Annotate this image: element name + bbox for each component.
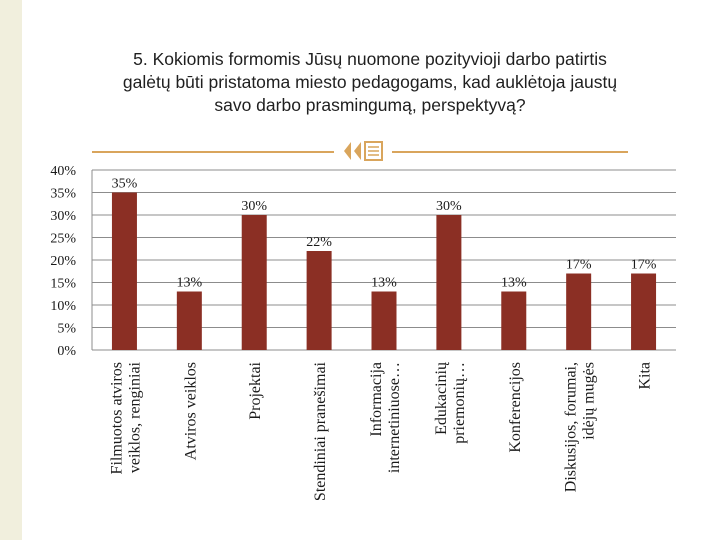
bar <box>111 192 137 350</box>
data-label: 17% <box>566 258 592 273</box>
x-category-label: Stendiniai pranešimai <box>312 361 329 501</box>
y-tick-label: 15% <box>50 277 76 292</box>
question-line-2: galėtų būti pristatoma miesto pedagogams… <box>122 72 618 92</box>
y-tick-label: 0% <box>57 344 76 359</box>
y-tick-label: 40% <box>50 164 76 179</box>
bar <box>241 215 267 350</box>
x-category-label: Kita <box>637 362 654 390</box>
decorative-ornament-icon <box>344 141 383 161</box>
bar <box>566 273 592 350</box>
y-tick-label: 35% <box>50 187 76 202</box>
question-line-1: 5. Kokiomis formomis Jūsų nuomone pozity… <box>133 49 607 69</box>
bar <box>436 215 462 350</box>
x-category-label: Atviros veiklos <box>182 362 199 460</box>
y-tick-label: 25% <box>50 232 76 247</box>
data-label: 35% <box>112 177 138 192</box>
title-divider-left <box>92 151 334 153</box>
x-category-label: Projektai <box>247 361 264 419</box>
x-category-label: Diskusijos, forumai,idėjų mugės <box>563 362 598 492</box>
data-label: 17% <box>631 258 657 273</box>
data-label: 13% <box>176 276 202 291</box>
x-category-label: Filmuotos atvirosveiklos, renginiai <box>108 361 143 474</box>
data-label: 13% <box>371 276 397 291</box>
bar <box>501 291 527 350</box>
data-label: 30% <box>436 199 462 214</box>
bar <box>176 291 202 350</box>
slide-accent-strip <box>0 0 22 540</box>
category-labels: Filmuotos atvirosveiklos, renginiai Atvir… <box>108 361 653 501</box>
bars <box>111 192 657 350</box>
y-tick-label: 10% <box>50 299 76 314</box>
question-line-3: savo darbo prasmingumą, perspektyvą? <box>214 95 526 115</box>
data-labels: 35% 13% 30% 22% 13% 30% 13% 17% 17% <box>112 177 657 291</box>
y-tick-label: 30% <box>50 209 76 224</box>
data-label: 30% <box>241 199 267 214</box>
data-label: 13% <box>501 276 527 291</box>
y-axis-ticks: 0% 5% 10% 15% 20% 25% 30% 35% 40% <box>50 164 76 359</box>
x-category-label: Konferencijos <box>507 362 524 453</box>
y-tick-label: 20% <box>50 254 76 269</box>
data-label: 22% <box>306 235 332 250</box>
x-category-label: Informacijainternetiniuose… <box>368 362 403 473</box>
y-tick-label: 5% <box>57 322 76 337</box>
bar <box>306 251 332 350</box>
bar <box>631 273 657 350</box>
x-category-label: Edukaciniųpriemonių… <box>433 361 468 444</box>
title-divider-right <box>392 151 628 153</box>
bar <box>371 291 397 350</box>
question-title: 5. Kokiomis formomis Jūsų nuomone pozity… <box>60 48 680 117</box>
